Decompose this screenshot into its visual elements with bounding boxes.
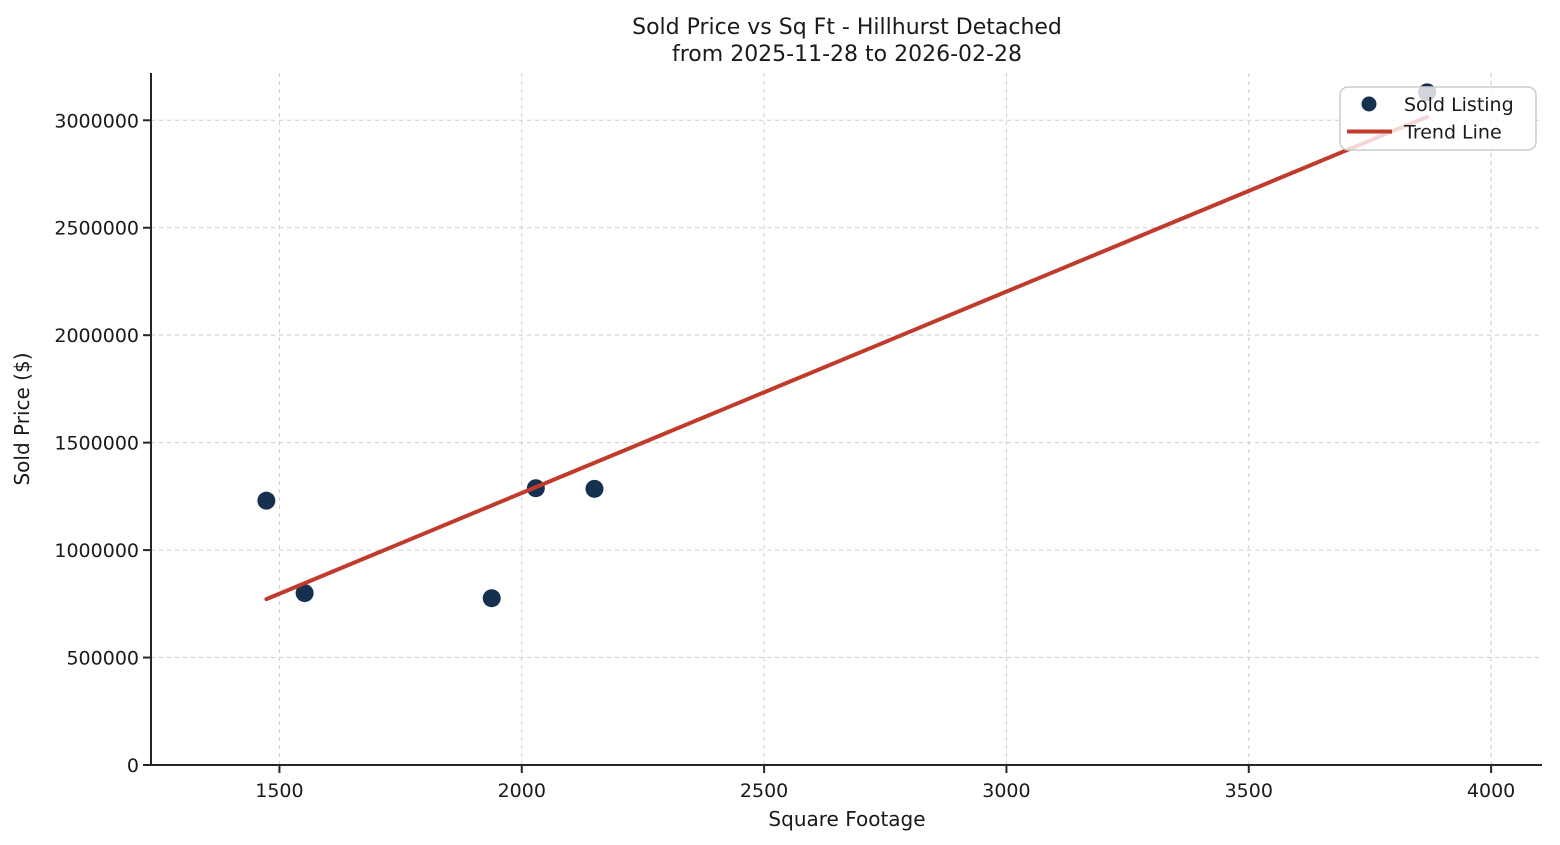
gridlines [151,73,1542,765]
axes-spines [150,73,1542,766]
y-tick-label: 3000000 [54,110,139,132]
data-point [585,479,604,498]
data-point [482,589,501,608]
chart-title-line2: from 2025-11-28 to 2026-02-28 [672,42,1022,67]
trend-line [264,114,1430,602]
axis-ticks: 1500 2000 2500 3000 3500 4000 0 500000 1000000 15… [54,110,1515,802]
x-tick-label: 3500 [1225,780,1273,802]
x-axis-label: Square Footage [768,807,925,831]
data-point [257,491,276,510]
x-tick-label: 1500 [255,780,303,802]
chart-title-line1: Sold Price vs Sq Ft - Hillhurst Detached [632,15,1062,40]
y-axis-label: Sold Price ($) [10,352,34,485]
y-tick-label: 2000000 [54,325,139,347]
legend-label-sold-listing: Sold Listing [1404,94,1514,116]
y-tick-label: 0 [127,755,139,777]
y-tick-label: 2500000 [54,218,139,240]
x-tick-label: 2000 [498,780,546,802]
x-tick-label: 2500 [740,780,788,802]
legend: Sold Listing Trend Line [1339,86,1537,151]
trend-series [264,114,1430,602]
y-tick-label: 500000 [66,648,139,670]
legend-marker-sold-listing [1361,96,1377,112]
y-tick-label: 1000000 [54,540,139,562]
y-tick-label: 1500000 [54,433,139,455]
legend-box [1339,86,1537,151]
x-tick-label: 4000 [1467,780,1515,802]
x-tick-label: 3000 [982,780,1030,802]
legend-label-trend-line: Trend Line [1403,122,1502,144]
data-point [295,584,314,603]
